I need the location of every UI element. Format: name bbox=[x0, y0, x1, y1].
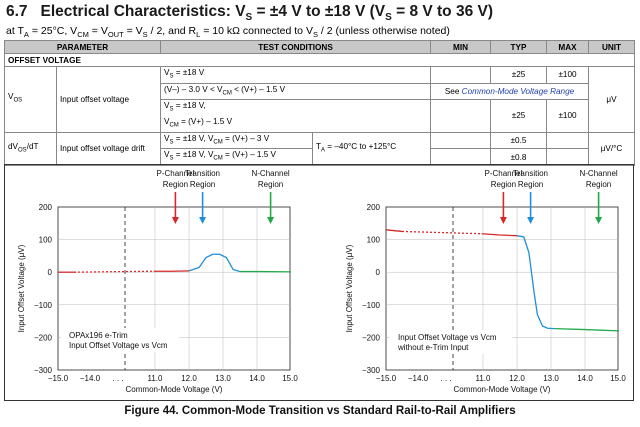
series-line bbox=[517, 236, 554, 329]
region-label: N-Channel bbox=[579, 169, 617, 178]
row4-typ: ±0.5 bbox=[491, 132, 547, 149]
annotation-line: Input Offset Voltage vs Vcm bbox=[398, 333, 497, 342]
region-label: Region bbox=[586, 180, 611, 189]
row4-condition: VS = ±18 V, VCM = (V+) – 3 V bbox=[161, 132, 313, 149]
x-tick-label: −14.0 bbox=[80, 374, 101, 383]
region-label: Region bbox=[190, 180, 215, 189]
series-line bbox=[189, 254, 240, 271]
region-label: Transition bbox=[513, 169, 548, 178]
figure-frame: 200 100 0 −100 −200 −300 −15.0 −14.0 11.0 12.0 13.… bbox=[4, 164, 634, 401]
spec-table: PARAMETER TEST CONDITIONS MIN TYP MAX UN… bbox=[4, 40, 635, 166]
region-arrowhead bbox=[199, 217, 206, 224]
region-label: Transition bbox=[185, 169, 220, 178]
row3-max: ±100 bbox=[547, 100, 589, 132]
header-min: MIN bbox=[431, 41, 491, 54]
x-axis-title: Common-Mode Voltage (V) bbox=[126, 385, 223, 394]
vos-symbol: VOS bbox=[5, 67, 57, 133]
x-tick-label: 14.0 bbox=[577, 374, 593, 383]
drift-name: Input offset voltage drift bbox=[57, 132, 161, 165]
y-tick-label: −100 bbox=[362, 301, 381, 310]
row2-note: See Common-Mode Voltage Range bbox=[431, 83, 589, 100]
y-tick-label: 100 bbox=[367, 236, 381, 245]
series-line bbox=[386, 230, 402, 232]
annotation-line: OPAx196 e-Trim bbox=[69, 331, 128, 340]
region-arrowhead bbox=[267, 217, 274, 224]
axis-break-ellipsis: . . . bbox=[112, 374, 123, 383]
figure-caption: Figure 44. Common-Mode Transition vs Sta… bbox=[0, 405, 640, 417]
annotation-line: Input Offset Voltage vs Vcm bbox=[69, 341, 168, 350]
region-label: Region bbox=[258, 180, 283, 189]
row2-condition: (V–) – 3.0 V < VCM < (V+) – 1.5 V bbox=[161, 83, 431, 100]
row1-typ: ±25 bbox=[491, 67, 547, 84]
y-axis-title: Input Offset Voltage (μV) bbox=[17, 244, 26, 332]
vos-unit: μV bbox=[589, 67, 635, 133]
table-row: VOS Input offset voltage VS = ±18 V ±25 … bbox=[5, 67, 635, 84]
drift-unit: μV/°C bbox=[589, 132, 635, 165]
series-line-break bbox=[402, 231, 482, 233]
header-parameter: PARAMETER bbox=[5, 41, 161, 54]
row5-condition: VS = ±18 V, VCM = (V+) – 1.5 V bbox=[161, 149, 313, 166]
section-offset-voltage: OFFSET VOLTAGE bbox=[5, 54, 635, 67]
common-mode-range-link[interactable]: Common-Mode Voltage Range bbox=[462, 87, 575, 96]
header-unit: UNIT bbox=[589, 41, 635, 54]
x-tick-label: 11.0 bbox=[476, 374, 492, 383]
region-arrowhead bbox=[500, 217, 507, 224]
x-tick-label: 12.0 bbox=[181, 374, 197, 383]
y-tick-label: 200 bbox=[367, 203, 381, 212]
annotation-line: without e-Trim Input bbox=[397, 343, 469, 352]
y-tick-label: 0 bbox=[48, 268, 53, 277]
header-max: MAX bbox=[547, 41, 589, 54]
table-row: dVOS/dT Input offset voltage drift VS = … bbox=[5, 132, 635, 149]
vos-name: Input offset voltage bbox=[57, 67, 161, 133]
x-tick-label: −15.0 bbox=[376, 374, 397, 383]
series-line bbox=[554, 329, 619, 331]
x-tick-label: 14.0 bbox=[249, 374, 265, 383]
x-axis-title: Common-Mode Voltage (V) bbox=[454, 385, 551, 394]
x-tick-label: −15.0 bbox=[48, 374, 69, 383]
region-arrowhead bbox=[595, 217, 602, 224]
x-tick-label: 15.0 bbox=[610, 374, 626, 383]
test-conditions-line: at TA = 25°C, VCM = VOUT = VS / 2, and R… bbox=[6, 25, 450, 39]
x-tick-label: 12.0 bbox=[509, 374, 525, 383]
axis-break-ellipsis: . . . bbox=[440, 374, 451, 383]
x-tick-label: 13.0 bbox=[543, 374, 559, 383]
y-axis-title: Input Offset Voltage (μV) bbox=[345, 244, 354, 332]
table-section-row: OFFSET VOLTAGE bbox=[5, 54, 635, 67]
row1-condition: VS = ±18 V bbox=[161, 67, 431, 84]
region-label: Region bbox=[163, 180, 188, 189]
series-line bbox=[482, 234, 517, 236]
y-tick-label: 0 bbox=[376, 268, 381, 277]
row5-typ: ±0.8 bbox=[491, 149, 547, 166]
region-label: Region bbox=[518, 180, 543, 189]
section-heading: 6.7 Electrical Characteristics: VS = ±4 … bbox=[6, 3, 493, 23]
y-tick-label: 100 bbox=[39, 236, 53, 245]
region-label: Region bbox=[491, 180, 516, 189]
header-typ: TYP bbox=[491, 41, 547, 54]
y-tick-label: 200 bbox=[39, 203, 53, 212]
row1-max: ±100 bbox=[547, 67, 589, 84]
drift-symbol: dVOS/dT bbox=[5, 132, 57, 165]
y-tick-label: −200 bbox=[34, 333, 53, 342]
x-tick-label: 13.0 bbox=[215, 374, 231, 383]
row3-typ: ±25 bbox=[491, 100, 547, 132]
region-arrowhead bbox=[527, 217, 534, 224]
y-tick-label: −100 bbox=[34, 301, 53, 310]
row3-condition: VS = ±18 V, VCM = (V+) – 1.5 V bbox=[161, 100, 431, 132]
table-header-row: PARAMETER TEST CONDITIONS MIN TYP MAX UN… bbox=[5, 41, 635, 54]
drift-temp-condition: TA = –40°C to +125°C bbox=[313, 132, 431, 165]
x-tick-label: 15.0 bbox=[282, 374, 298, 383]
y-tick-label: −200 bbox=[362, 333, 381, 342]
x-tick-label: 11.0 bbox=[148, 374, 164, 383]
header-test-conditions: TEST CONDITIONS bbox=[161, 41, 431, 54]
region-label: N-Channel bbox=[251, 169, 289, 178]
region-arrowhead bbox=[172, 217, 179, 224]
x-tick-label: −14.0 bbox=[408, 374, 429, 383]
